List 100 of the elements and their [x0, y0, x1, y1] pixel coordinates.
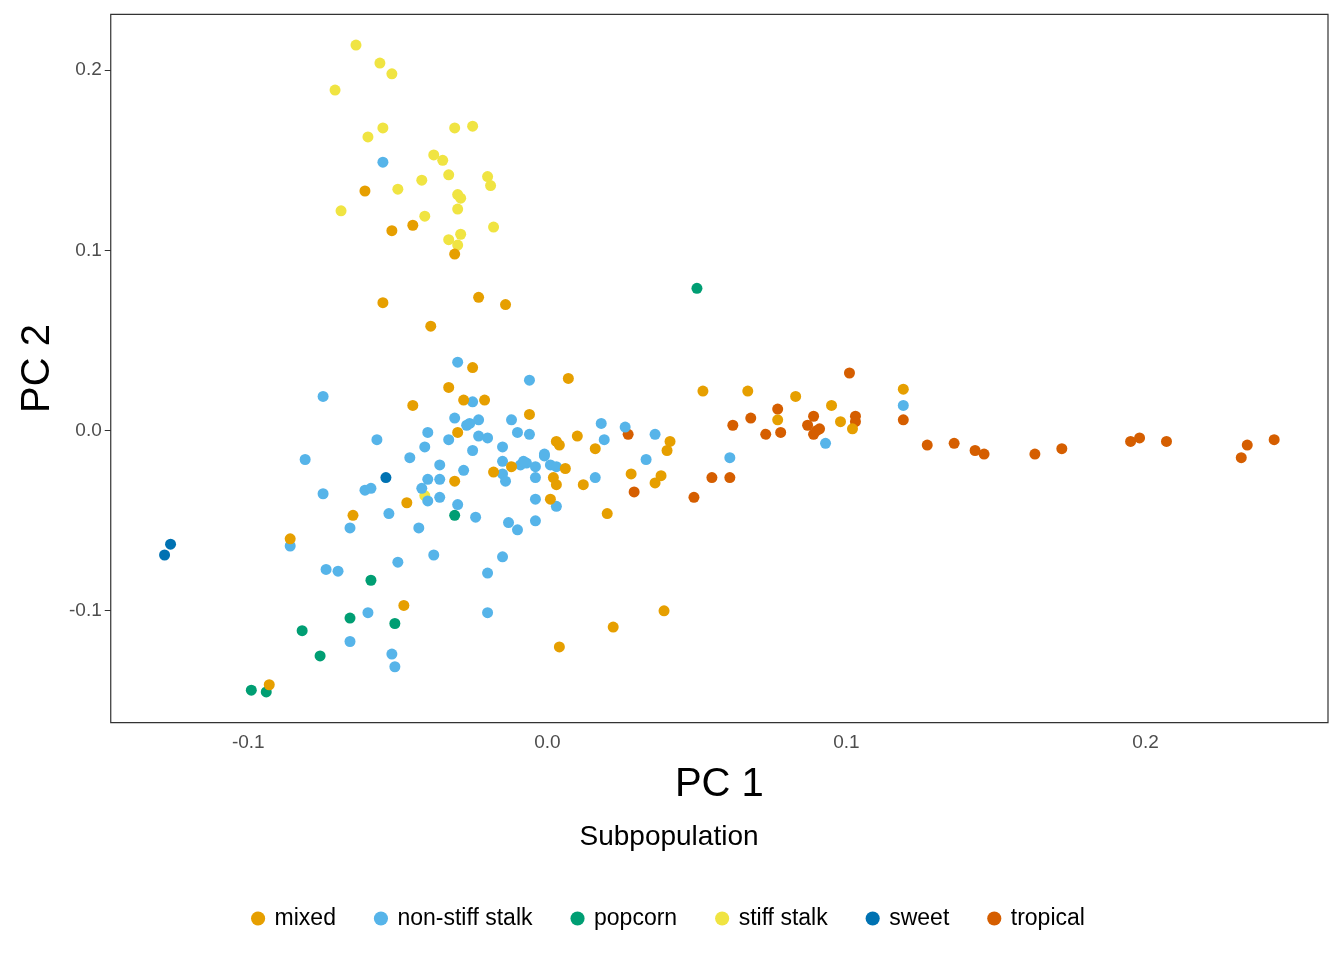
point — [655, 470, 667, 482]
x-tick-label: 0.1 — [833, 731, 860, 753]
point — [897, 383, 909, 395]
point — [362, 131, 374, 143]
point — [416, 174, 428, 186]
point — [661, 444, 673, 456]
point — [724, 472, 736, 484]
point — [449, 248, 461, 260]
legend-label: sweet — [889, 903, 950, 930]
point — [760, 428, 772, 440]
point — [500, 299, 512, 311]
point — [419, 210, 431, 222]
point — [329, 84, 341, 96]
y-tick-label: -0.1 — [68, 599, 102, 621]
point — [479, 394, 491, 406]
y-axis-title: PC 2 — [13, 324, 58, 413]
point — [473, 291, 485, 303]
point — [826, 399, 838, 411]
point — [407, 399, 419, 411]
point — [1029, 448, 1041, 460]
point — [1235, 452, 1247, 464]
point — [688, 491, 700, 503]
point — [846, 423, 858, 435]
point — [544, 493, 556, 505]
point — [727, 419, 739, 431]
point — [482, 171, 494, 183]
point — [1056, 443, 1068, 455]
legend-label: popcorn — [594, 903, 678, 930]
point — [948, 437, 960, 449]
point — [835, 416, 846, 428]
point — [344, 612, 356, 624]
point — [284, 533, 296, 545]
point — [296, 625, 308, 637]
point — [978, 448, 990, 460]
point — [359, 185, 371, 197]
point — [553, 641, 565, 653]
point — [455, 228, 467, 240]
point — [377, 122, 389, 134]
x-tick-label: 0.2 — [1132, 731, 1159, 753]
point — [467, 120, 479, 132]
x-tick-label: -0.1 — [231, 731, 265, 753]
point — [742, 385, 754, 397]
point — [449, 475, 461, 487]
point — [407, 219, 419, 231]
point — [443, 234, 455, 246]
point — [165, 538, 177, 550]
point — [263, 679, 275, 691]
point — [550, 479, 562, 491]
point — [347, 509, 359, 521]
point — [314, 650, 326, 662]
y-tick-label: 0.0 — [75, 418, 102, 440]
point — [601, 508, 613, 520]
point — [506, 461, 518, 473]
point — [697, 385, 709, 397]
point — [380, 472, 392, 484]
point — [428, 149, 440, 161]
y-tick-label: 0.1 — [75, 238, 102, 260]
point — [488, 466, 500, 478]
point — [691, 282, 703, 294]
point — [664, 435, 676, 447]
point — [589, 443, 601, 455]
point — [843, 367, 855, 379]
point — [386, 225, 398, 237]
legend-label: mixed — [274, 903, 336, 930]
point — [452, 426, 464, 438]
point — [374, 57, 386, 69]
point — [897, 414, 909, 426]
point — [628, 486, 640, 498]
point — [245, 684, 257, 696]
point — [437, 154, 449, 166]
point — [808, 410, 820, 422]
point — [1125, 435, 1137, 447]
legend-title: Subpopulation — [579, 820, 759, 852]
y-tick-label: 0.2 — [75, 58, 102, 80]
point — [425, 320, 437, 332]
legend-label: non-stiff stalk — [397, 903, 534, 930]
point — [772, 414, 784, 426]
point — [443, 381, 455, 393]
point — [377, 297, 389, 309]
point — [1161, 435, 1172, 447]
legend-label: stiff stalk — [738, 903, 829, 930]
point — [802, 419, 814, 431]
point — [577, 479, 589, 491]
point — [559, 463, 571, 475]
point — [392, 183, 404, 195]
point — [1268, 434, 1280, 446]
x-axis-title: PC 1 — [674, 760, 764, 805]
point — [401, 497, 413, 509]
point — [335, 205, 347, 217]
point — [921, 439, 933, 451]
x-tick-label: 0.0 — [534, 731, 561, 753]
point — [389, 617, 401, 629]
point — [969, 444, 981, 456]
point — [1241, 439, 1253, 451]
legend-label: tropical — [1010, 903, 1085, 930]
point — [488, 221, 500, 233]
point — [443, 169, 455, 181]
point — [365, 574, 377, 586]
point — [625, 468, 637, 480]
point — [1134, 432, 1146, 444]
